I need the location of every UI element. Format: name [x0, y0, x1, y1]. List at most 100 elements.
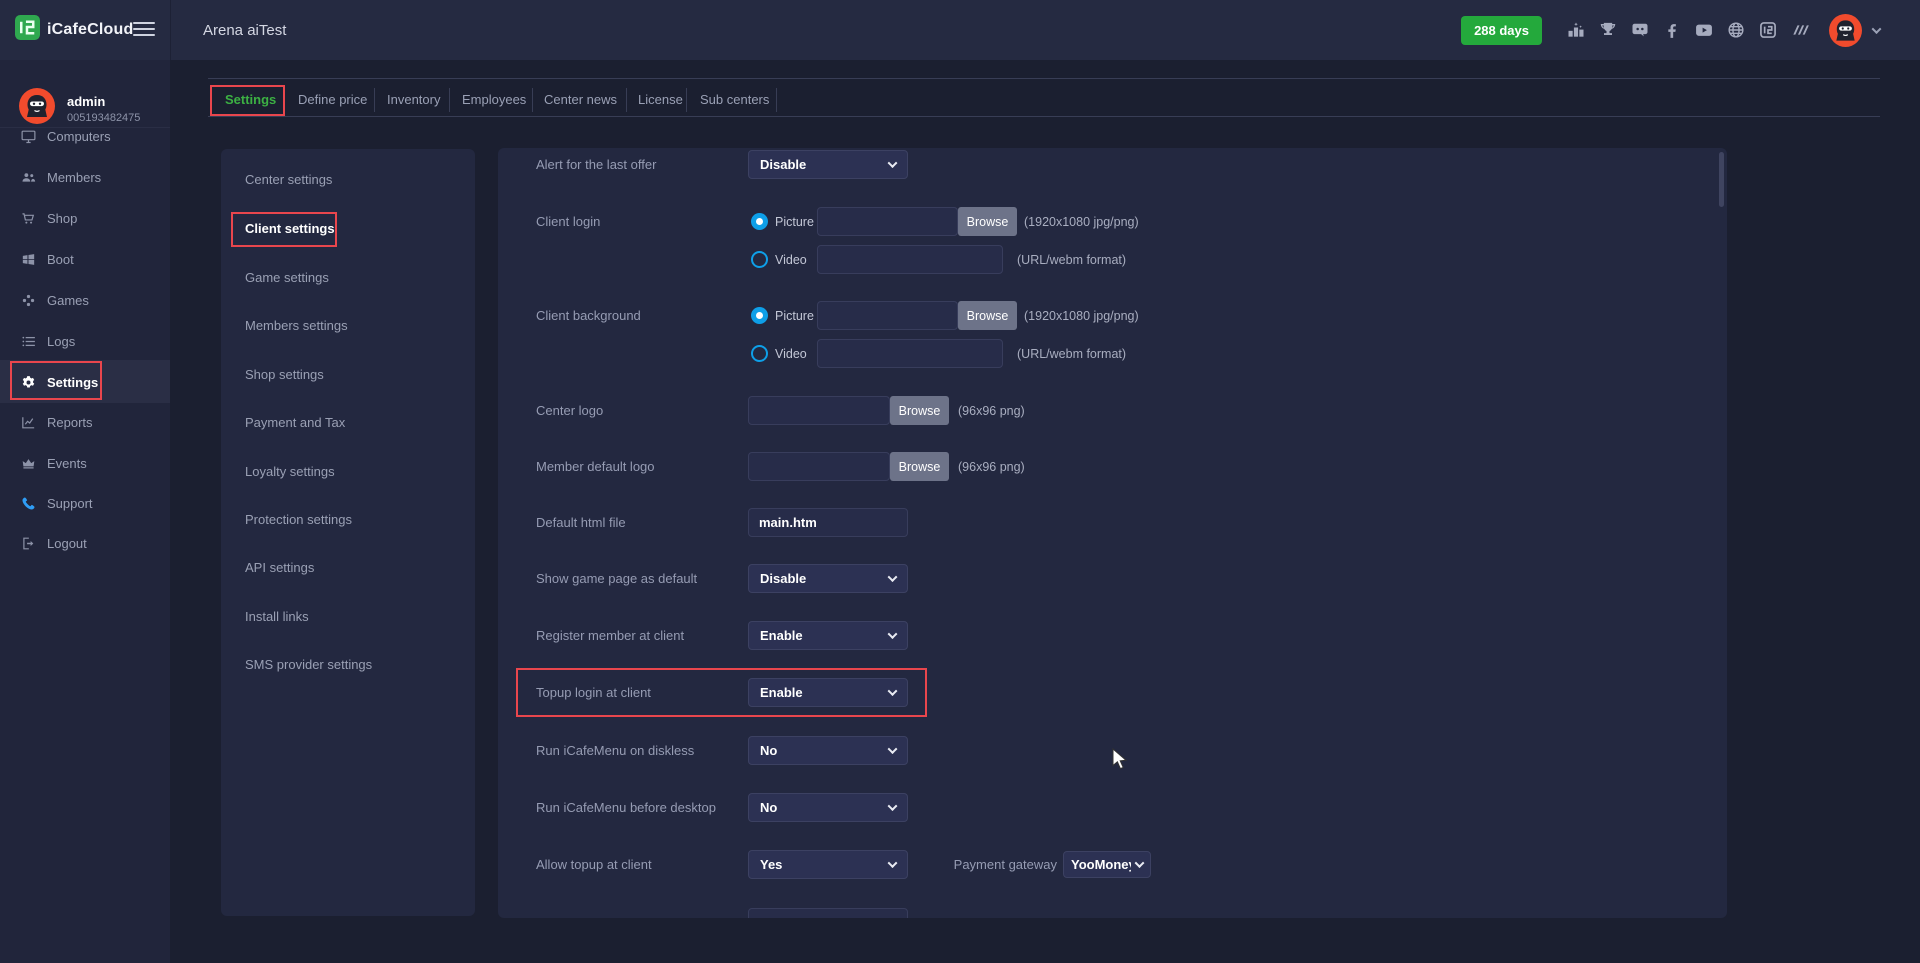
- center-logo-input[interactable]: [748, 396, 890, 425]
- form-row-partial: [498, 908, 1727, 918]
- client-background-video-input[interactable]: [817, 339, 1003, 368]
- menu-item-loyalty-settings[interactable]: Loyalty settings: [245, 462, 335, 482]
- sidebar-item-shop[interactable]: Shop: [0, 206, 170, 230]
- topbar-right: 288 days: [1461, 0, 1880, 60]
- sidebar-item-label: Settings: [47, 375, 98, 390]
- sidebar-item-label: Events: [47, 456, 87, 471]
- client-login-picture-input[interactable]: [817, 207, 958, 236]
- sidebar-item-members[interactable]: Members: [0, 165, 170, 189]
- icafecloud-icon[interactable]: [1757, 20, 1778, 41]
- alert-last-offer-select[interactable]: Disable: [748, 150, 908, 179]
- field-label: Allow topup at client: [536, 850, 652, 879]
- sidebar-item-support[interactable]: Support: [0, 491, 170, 515]
- tabbar-top-border: [208, 78, 1880, 79]
- leaderboard-icon[interactable]: [1565, 20, 1586, 41]
- chevron-down-icon: [888, 629, 898, 639]
- discord-icon[interactable]: [1629, 20, 1650, 41]
- default-html-file-input[interactable]: main.htm: [748, 508, 908, 537]
- video-radio[interactable]: [751, 251, 768, 268]
- video-radio[interactable]: [751, 345, 768, 362]
- menu-item-install-links[interactable]: Install links: [245, 607, 309, 627]
- run-icafemenu-diskless-select[interactable]: No: [748, 736, 908, 765]
- client-login-video-input[interactable]: [817, 245, 1003, 274]
- topup-login-select[interactable]: Enable: [748, 678, 908, 707]
- payment-gateway-label: Payment gateway: [962, 850, 1057, 879]
- sidebar-item-computers[interactable]: Computers: [0, 124, 170, 148]
- menu-item-center-settings[interactable]: Center settings: [245, 170, 332, 190]
- phone-icon: [20, 495, 37, 512]
- hamburger-menu-icon[interactable]: [133, 22, 155, 38]
- picture-radio[interactable]: [751, 213, 768, 230]
- sidebar-item-boot[interactable]: Boot: [0, 247, 170, 271]
- picture-hint: (1920x1080 jpg/png): [1024, 301, 1139, 330]
- client-background-picture-input[interactable]: [817, 301, 958, 330]
- windows-icon: [20, 251, 37, 268]
- tab-license[interactable]: License: [638, 90, 683, 110]
- sidebar-item-label: Logout: [47, 536, 87, 551]
- partial-input[interactable]: [748, 908, 908, 918]
- member-default-logo-input[interactable]: [748, 452, 890, 481]
- sidebar-user[interactable]: admin 005193482475: [19, 88, 140, 129]
- globe-icon[interactable]: [1725, 20, 1746, 41]
- menu-item-shop-settings[interactable]: Shop settings: [245, 365, 324, 385]
- tab-employees[interactable]: Employees: [462, 90, 526, 110]
- select-value: Yes: [760, 857, 782, 872]
- menu-item-protection-settings[interactable]: Protection settings: [245, 510, 352, 530]
- tab-settings[interactable]: Settings: [225, 90, 276, 110]
- sidebar-item-logout[interactable]: Logout: [0, 531, 170, 555]
- run-icafemenu-before-desktop-select[interactable]: No: [748, 793, 908, 822]
- sidebar-item-games[interactable]: Games: [0, 288, 170, 312]
- days-remaining-badge[interactable]: 288 days: [1461, 16, 1542, 45]
- member-default-logo-browse-button[interactable]: Browse: [890, 452, 949, 481]
- form-row-client-background-video: Video (URL/webm format): [498, 339, 1727, 368]
- field-label: Default html file: [536, 508, 626, 537]
- center-logo-browse-button[interactable]: Browse: [890, 396, 949, 425]
- chevron-down-icon[interactable]: [1872, 24, 1882, 34]
- menu-item-payment-and-tax[interactable]: Payment and Tax: [245, 413, 345, 433]
- facebook-icon[interactable]: [1661, 20, 1682, 41]
- client-login-browse-button[interactable]: Browse: [958, 207, 1017, 236]
- field-label: Register member at client: [536, 621, 684, 650]
- tab-define-price[interactable]: Define price: [298, 90, 367, 110]
- allow-topup-select[interactable]: Yes: [748, 850, 908, 879]
- client-background-browse-button[interactable]: Browse: [958, 301, 1017, 330]
- menu-item-sms-provider-settings[interactable]: SMS provider settings: [245, 655, 372, 675]
- form-row-default-html-file: Default html file main.htm: [498, 508, 1727, 537]
- picture-radio-label: Picture: [775, 301, 814, 330]
- picture-radio[interactable]: [751, 307, 768, 324]
- sidebar-item-label: Members: [47, 170, 101, 185]
- avatar: [19, 88, 55, 129]
- brand[interactable]: iCafeCloud: [15, 15, 133, 45]
- video-radio-label: Video: [775, 339, 807, 368]
- form-scrollbar[interactable]: [1719, 152, 1724, 207]
- youtube-icon[interactable]: [1693, 20, 1714, 41]
- user-id: 005193482475: [67, 112, 140, 124]
- sidebar-item-reports[interactable]: Reports: [0, 410, 170, 434]
- menu-item-client-settings[interactable]: Client settings: [245, 219, 335, 239]
- tab-inventory[interactable]: Inventory: [387, 90, 440, 110]
- tab-divider: [776, 88, 777, 112]
- trophy-icon[interactable]: [1597, 20, 1618, 41]
- payment-gateway-select[interactable]: YooMoney: [1063, 851, 1151, 878]
- form-row-client-login-picture: Client login Picture Browse (1920x1080 j…: [498, 207, 1727, 236]
- show-game-page-select[interactable]: Disable: [748, 564, 908, 593]
- select-value: No: [760, 800, 777, 815]
- page-title: Arena aiTest: [203, 0, 286, 60]
- tab-center-news[interactable]: Center news: [544, 90, 617, 110]
- sidebar-item-settings[interactable]: Settings: [0, 370, 170, 394]
- tab-sub-centers[interactable]: Sub centers: [700, 90, 769, 110]
- menu-item-members-settings[interactable]: Members settings: [245, 316, 348, 336]
- field-label: Client login: [536, 207, 600, 236]
- tab-divider: [686, 88, 687, 112]
- field-label: Show game page as default: [536, 564, 697, 593]
- slashes-icon[interactable]: [1789, 20, 1810, 41]
- sidebar-item-logs[interactable]: Logs: [0, 329, 170, 353]
- sidebar: admin 005193482475 Computers Members Sho…: [0, 60, 170, 963]
- menu-item-api-settings[interactable]: API settings: [245, 558, 314, 578]
- sidebar-item-events[interactable]: Events: [0, 451, 170, 475]
- form-row-alert-last-offer: Alert for the last offer Disable: [498, 150, 1727, 179]
- form-row-center-logo: Center logo Browse (96x96 png): [498, 396, 1727, 425]
- register-member-select[interactable]: Enable: [748, 621, 908, 650]
- user-avatar[interactable]: [1829, 14, 1862, 47]
- menu-item-game-settings[interactable]: Game settings: [245, 268, 329, 288]
